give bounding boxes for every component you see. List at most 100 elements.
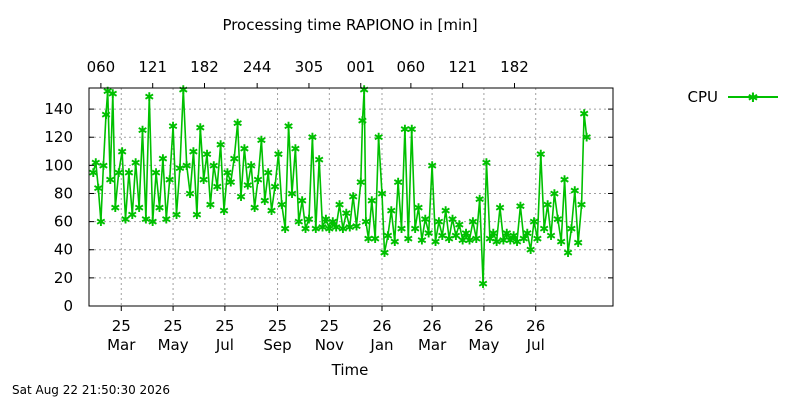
data-point: ✱ (454, 218, 464, 232)
data-point: ✱ (579, 107, 589, 121)
data-point: ✱ (363, 232, 373, 246)
y-tick-label: 100 (44, 156, 73, 174)
data-point: ✱ (566, 222, 576, 236)
x-tick-label-line1: 26 (526, 317, 545, 335)
data-point: ✱ (120, 212, 130, 226)
data-point: ✱ (367, 194, 377, 208)
x-tick-label-line2: May (468, 336, 499, 354)
data-point: ✱ (328, 215, 338, 229)
data-point: ✱ (441, 204, 451, 218)
data-point: ✱ (451, 229, 461, 243)
data-point: ✱ (351, 219, 361, 233)
data-point: ✱ (253, 173, 263, 187)
data-point: ✱ (131, 156, 141, 170)
data-point: ✱ (348, 190, 358, 204)
data-point: ✱ (185, 187, 195, 201)
legend: CPU ✱ (688, 88, 778, 106)
data-point: ✱ (475, 193, 485, 207)
data-point: ✱ (165, 173, 175, 187)
data-point: ✱ (447, 212, 457, 226)
x2-tick-label: 182 (500, 58, 529, 76)
data-point: ✱ (229, 152, 239, 166)
y-tick-label: 60 (54, 213, 73, 231)
data-point: ✱ (96, 215, 106, 229)
data-point: ✱ (357, 114, 367, 128)
data-point: ✱ (560, 173, 570, 187)
data-point: ✱ (233, 117, 243, 131)
x-tick-label-line2: Mar (418, 336, 447, 354)
data-point: ✱ (386, 204, 396, 218)
data-point: ✱ (246, 159, 256, 173)
data-point: ✱ (549, 187, 559, 201)
data-point: ✱ (175, 162, 185, 176)
data-point: ✱ (280, 222, 290, 236)
data-point: ✱ (444, 232, 454, 246)
x-tick-label-line2: May (158, 336, 189, 354)
x-axis-top: 060 121 182 244 305 001 060 121 182 (87, 58, 529, 88)
x-tick-label-line1: 26 (423, 317, 442, 335)
data-point: ✱ (509, 229, 519, 243)
data-point: ✱ (430, 235, 440, 249)
data-point: ✱ (481, 156, 491, 170)
data-point: ✱ (171, 208, 181, 222)
x2-tick-label: 060 (397, 58, 426, 76)
data-point: ✱ (526, 243, 536, 257)
data-point: ✱ (577, 198, 587, 212)
y-tick-label: 40 (54, 241, 73, 259)
data-point: ✱ (341, 207, 351, 221)
x-tick-label-line2: Jan (369, 336, 393, 354)
data-point: ✱ (553, 212, 563, 226)
data-point: ✱ (424, 226, 434, 240)
data-point: ✱ (199, 173, 209, 187)
data-point: ✱ (182, 159, 192, 173)
data-point: ✱ (556, 235, 566, 249)
data-point: ✱ (151, 166, 161, 180)
data-point: ✱ (311, 222, 321, 236)
data-point: ✱ (335, 198, 345, 212)
data-point: ✱ (380, 246, 390, 260)
x-axis-bottom: 25Mar25May25Jul25Sep25Nov26Jan26Mar26May… (107, 306, 545, 354)
data-point: ✱ (192, 208, 202, 222)
data-point: ✱ (400, 122, 410, 136)
data-point: ✱ (144, 90, 154, 104)
data-point: ✱ (256, 134, 266, 148)
x-tick-label-line2: Sep (263, 336, 291, 354)
series-line-cpu (92, 88, 588, 285)
data-point: ✱ (263, 166, 273, 180)
x-tick-label-line1: 25 (215, 317, 234, 335)
data-point: ✱ (582, 131, 592, 145)
data-point: ✱ (464, 233, 474, 247)
timestamp: Sat Aug 22 21:50:30 2026 (12, 383, 170, 397)
data-point: ✱ (498, 233, 508, 247)
data-point: ✱ (458, 233, 468, 247)
grid-lines (89, 88, 613, 306)
data-point: ✱ (98, 159, 108, 173)
data-point: ✱ (161, 212, 171, 226)
data-point: ✱ (168, 119, 178, 133)
data-point: ✱ (331, 221, 341, 235)
data-point: ✱ (377, 187, 387, 201)
data-point: ✱ (434, 215, 444, 229)
data-point: ✱ (529, 215, 539, 229)
x-tick-label-line1: 25 (268, 317, 287, 335)
data-point: ✱ (209, 159, 219, 173)
x2-tick-label: 244 (243, 58, 272, 76)
data-point: ✱ (321, 212, 331, 226)
data-point: ✱ (137, 124, 147, 138)
data-point: ✱ (148, 215, 158, 229)
legend-label-cpu: CPU (688, 88, 719, 106)
data-point: ✱ (573, 236, 583, 250)
data-point: ✱ (374, 131, 384, 145)
plot-frame (88, 87, 614, 307)
data-point: ✱ (356, 176, 366, 190)
data-point: ✱ (519, 232, 529, 246)
data-point: ✱ (318, 221, 328, 235)
data-point: ✱ (114, 166, 124, 180)
data-point: ✱ (219, 204, 229, 218)
data-point: ✱ (304, 212, 314, 226)
data-point: ✱ (158, 152, 168, 166)
data-point: ✱ (563, 246, 573, 260)
data-point: ✱ (134, 201, 144, 215)
data-point: ✱ (539, 222, 549, 236)
data-point: ✱ (393, 176, 403, 190)
